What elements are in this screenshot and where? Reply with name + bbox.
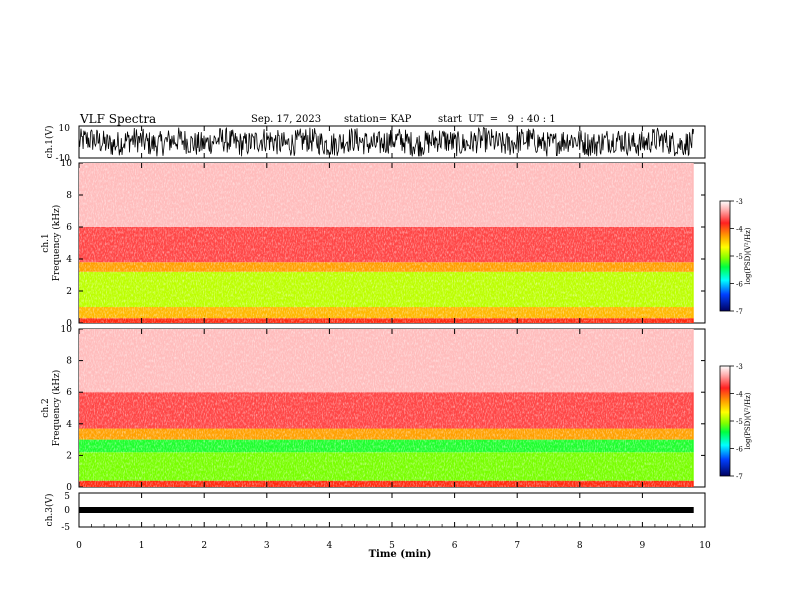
xtick-label: 3: [264, 541, 270, 551]
ytick-label: 2: [66, 287, 72, 297]
colorbar-tick-label: -5: [736, 418, 743, 426]
colorbar-tick-label: -6: [736, 446, 743, 454]
colorbar-tick-label: -4: [736, 226, 743, 234]
ch3-ytick-mid: 0: [64, 506, 70, 516]
ch1-spectrogram-ylabel-channel: ch.1: [41, 233, 51, 252]
xtick-label: 10: [699, 541, 711, 551]
ch1-waveform-panel: 10 -10 ch.1(V): [44, 124, 706, 164]
ch1-ylabel: ch.1(V): [44, 126, 55, 159]
ch2-colorbar: log(PSD)(V²/Hz) -3 -4 -5 -6 -7: [719, 363, 752, 481]
ytick-label: 0: [66, 483, 72, 493]
ch3-waveform-panel: 5 0 -5 ch.3(V) 0 1 2 3 4 5 6 7 8 9 10 Time (min): [44, 126, 711, 560]
time-axis-ticks: 0 1 2 3 4 5 6 7 8 9 10: [76, 126, 711, 551]
ch2-spectrogram-panel: 0 2 4 6 8 10 ch.2 Frequency (kHz): [41, 325, 706, 493]
ch1-spectrogram-panel: 0 2 4 6 8 10 ch.1 Frequency (kHz): [41, 159, 706, 329]
xtick-label: 1: [139, 541, 145, 551]
colorbar-tick-label: -4: [736, 391, 743, 399]
ch1-spectrogram-yticks: 0 2 4 6 8 10: [61, 159, 705, 329]
xtick-label: 6: [452, 541, 458, 551]
ch2-colorbar-scale: [719, 365, 731, 477]
ch2-spectrogram-ylabel-frequency: Frequency (kHz): [51, 370, 62, 447]
ch3-waveform-trace: [79, 507, 694, 513]
ch1-colorbar-label: log(PSD)(V²/Hz): [744, 227, 752, 284]
ytick-label: 10: [61, 159, 73, 169]
xtick-label: 8: [577, 541, 583, 551]
colorbar-tick-label: -3: [736, 198, 743, 206]
ch1-spectrogram-texture: [79, 163, 692, 323]
xtick-label: 4: [327, 541, 333, 551]
colorbar-tick-label: -3: [736, 363, 743, 371]
ytick-label: 2: [66, 451, 72, 461]
colorbar-tick-label: -6: [736, 281, 743, 289]
ch2-spectrogram-yticks: 0 2 4 6 8 10: [61, 325, 705, 493]
ytick-label: 8: [66, 191, 72, 201]
start-time-label: start UT = 9 : 40 : 1: [438, 114, 556, 125]
ytick-label: 6: [66, 388, 72, 398]
xtick-label: 0: [76, 541, 82, 551]
ch1-colorbar: log(PSD)(V²/Hz) -3 -4 -5 -6 -7: [719, 198, 752, 316]
ytick-label: 0: [66, 319, 72, 329]
ytick-label: 8: [66, 357, 72, 367]
xtick-label: 2: [201, 541, 207, 551]
ch3-ylabel: ch.3(V): [44, 494, 55, 527]
ch1-ytick-top: 10: [59, 124, 71, 134]
colorbar-tick-label: -5: [736, 253, 743, 261]
ch1-waveform-trace: [78, 126, 695, 157]
ytick-label: 10: [61, 325, 73, 335]
ch2-spectrogram-texture: [79, 329, 692, 487]
xtick-label: 5: [389, 541, 395, 551]
ytick-label: 6: [66, 223, 72, 233]
ytick-label: 4: [66, 420, 72, 430]
xtick-label: 9: [640, 541, 646, 551]
ch1-ytick-bottom: -10: [56, 154, 71, 164]
station-label: station= KAP: [344, 114, 412, 125]
ch3-ytick-bottom: -5: [61, 523, 70, 533]
ch2-colorbar-label: log(PSD)(V²/Hz): [744, 392, 752, 449]
date-label: Sep. 17, 2023: [251, 114, 322, 125]
xtick-label: 7: [514, 541, 520, 551]
figure-title: VLF Spectra: [80, 112, 157, 126]
colorbar-tick-label: -7: [736, 308, 743, 316]
ch1-spectrogram-ylabel-frequency: Frequency (kHz): [51, 205, 62, 282]
ch2-spectrogram-ylabel-channel: ch.2: [41, 398, 51, 417]
ch1-colorbar-scale: [719, 200, 731, 312]
ch3-ytick-top: 5: [64, 492, 70, 502]
ytick-label: 4: [66, 255, 72, 265]
colorbar-tick-label: -7: [736, 473, 743, 481]
time-axis-label: Time (min): [369, 549, 432, 560]
